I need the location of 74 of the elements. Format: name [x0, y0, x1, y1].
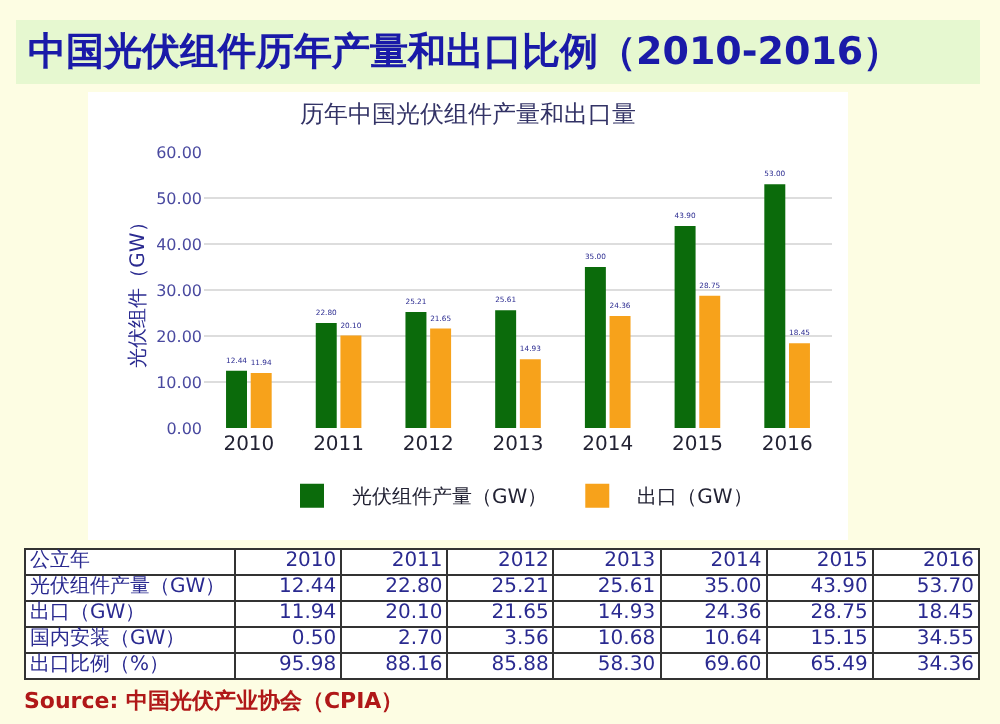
x-tick-label: 2012 — [402, 434, 454, 456]
data-label: 10.68 — [553, 627, 661, 653]
y-tick-label: 20.00 — [156, 327, 202, 346]
data-label: 58.30 — [553, 653, 661, 679]
data-label: 65.49 — [766, 653, 873, 679]
data-label: 21.65 — [447, 601, 554, 627]
y-tick-label: 40.00 — [156, 235, 202, 254]
x-tick-label: 2011 — [341, 549, 448, 575]
bar — [789, 343, 810, 428]
y-tick-label: 50.00 — [156, 189, 202, 208]
y-tick-label: 出口（GW） — [25, 601, 235, 627]
x-tick-label: 2016 — [872, 549, 979, 575]
x-tick-label: 2016 — [761, 434, 813, 456]
data-label: 53.70 — [872, 575, 979, 601]
data-label: 85.88 — [447, 653, 554, 679]
chart-title: 中国光伏组件历年产量和出口比例（2010-2016） — [16, 20, 980, 84]
data-label: 24.36 — [660, 601, 767, 627]
data-label: 88.16 — [341, 653, 448, 679]
chart-subtitle: 历年中国光伏组件产量和出口量 — [300, 100, 636, 129]
bar — [405, 312, 427, 428]
data-label: 12.44 — [235, 575, 342, 601]
data-label: 20.10 — [341, 601, 448, 627]
data-label: 15.15 — [766, 627, 873, 653]
data-label: 43.90 — [766, 575, 873, 601]
y-tick-label: 光伏组件产量（GW） — [25, 575, 235, 601]
x-tick-label: 2013 — [492, 434, 544, 456]
data-label: 25.61 — [553, 575, 661, 601]
bar — [250, 373, 272, 428]
bar — [340, 335, 362, 428]
data-label: 18.45 — [872, 601, 979, 627]
data-label: 11.94 — [235, 601, 342, 627]
x-tick-label: 2011 — [313, 434, 365, 456]
bar — [699, 295, 721, 428]
y-tick-label: 0.00 — [166, 419, 202, 438]
legend-label: 出口（GW） — [637, 485, 753, 510]
data-label: 22.80 — [341, 575, 448, 601]
bar — [764, 184, 786, 428]
data-label: 69.60 — [660, 653, 767, 679]
y-tick-label: 10.00 — [156, 373, 202, 392]
bar — [226, 370, 247, 428]
x-tick-label: 2013 — [553, 549, 661, 575]
x-tick-label: 2014 — [582, 434, 634, 456]
bar — [495, 310, 517, 428]
x-tick-label: 2015 — [671, 434, 723, 456]
y-tick-label: 出口比例（%） — [25, 653, 235, 679]
data-label: 2.70 — [341, 627, 448, 653]
y-tick-label: 60.00 — [156, 143, 202, 162]
bar — [674, 226, 696, 428]
data-label: 95.98 — [235, 653, 342, 679]
x-tick-label: 2014 — [660, 549, 767, 575]
x-tick-label: 2012 — [447, 549, 554, 575]
data-label: 14.93 — [553, 601, 661, 627]
y-axis-title: 光伏组件（GW） — [126, 212, 150, 368]
bar — [584, 267, 606, 428]
x-tick-label: 2015 — [766, 549, 873, 575]
data-label: 10.64 — [660, 627, 767, 653]
y-tick-label: 国内安装（GW） — [25, 627, 235, 653]
bar — [519, 359, 541, 428]
x-tick-label: 2010 — [223, 434, 275, 456]
x-tick-label: 2010 — [235, 549, 342, 575]
data-label: 28.75 — [766, 601, 873, 627]
data-label: 34.36 — [872, 653, 979, 679]
bar — [315, 323, 337, 428]
bar — [430, 328, 452, 428]
y-tick-label: 30.00 — [156, 281, 202, 300]
bar — [609, 315, 631, 428]
data-label: 0.50 — [235, 627, 342, 653]
data-label: 25.21 — [447, 575, 554, 601]
data-label: 3.56 — [447, 627, 554, 653]
data-label: 35.00 — [660, 575, 767, 601]
legend-label: 光伏组件产量（GW） — [352, 485, 548, 510]
source-note: Source: 中国光伏产业协会（CPIA） — [24, 686, 406, 716]
data-label: 34.55 — [872, 627, 979, 653]
x-axis-title: 公立年 — [25, 549, 235, 575]
